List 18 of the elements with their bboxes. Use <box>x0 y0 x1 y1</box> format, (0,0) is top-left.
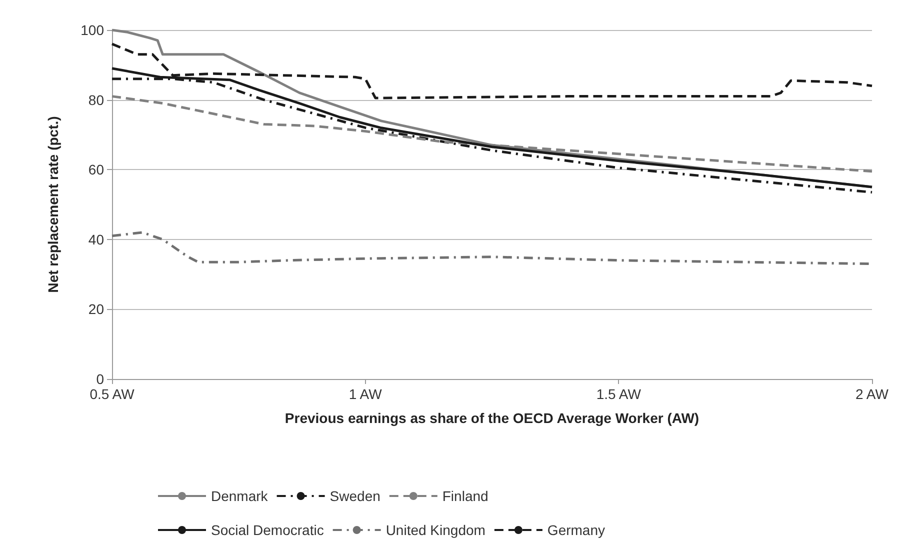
legend-label: Sweden <box>330 488 380 504</box>
y-tick-label: 60 <box>88 162 104 178</box>
x-tick-label: 1.5 AW <box>596 386 642 402</box>
legend-label: Denmark <box>211 488 269 504</box>
x-axis-title: Previous earnings as share of the OECD Average Worker (AW) <box>284 410 700 426</box>
y-axis-title: Net replacement rate (pct.) <box>45 116 61 293</box>
legend-label: United Kingdom <box>386 522 486 538</box>
x-tick-label: 0.5 AW <box>90 386 136 402</box>
x-tick-label: 2 AW <box>856 386 890 402</box>
legend-label: Germany <box>547 522 606 538</box>
x-tick-label: 1 AW <box>348 386 383 402</box>
legend-label: Finland <box>442 488 488 504</box>
y-tick-label: 0 <box>96 371 104 387</box>
y-tick-label: 80 <box>88 92 104 108</box>
y-tick-label: 40 <box>88 231 104 248</box>
y-tick-label: 20 <box>88 301 104 318</box>
legend-label: Social Democratic <box>211 522 324 538</box>
y-tick-label: 100 <box>80 22 104 38</box>
